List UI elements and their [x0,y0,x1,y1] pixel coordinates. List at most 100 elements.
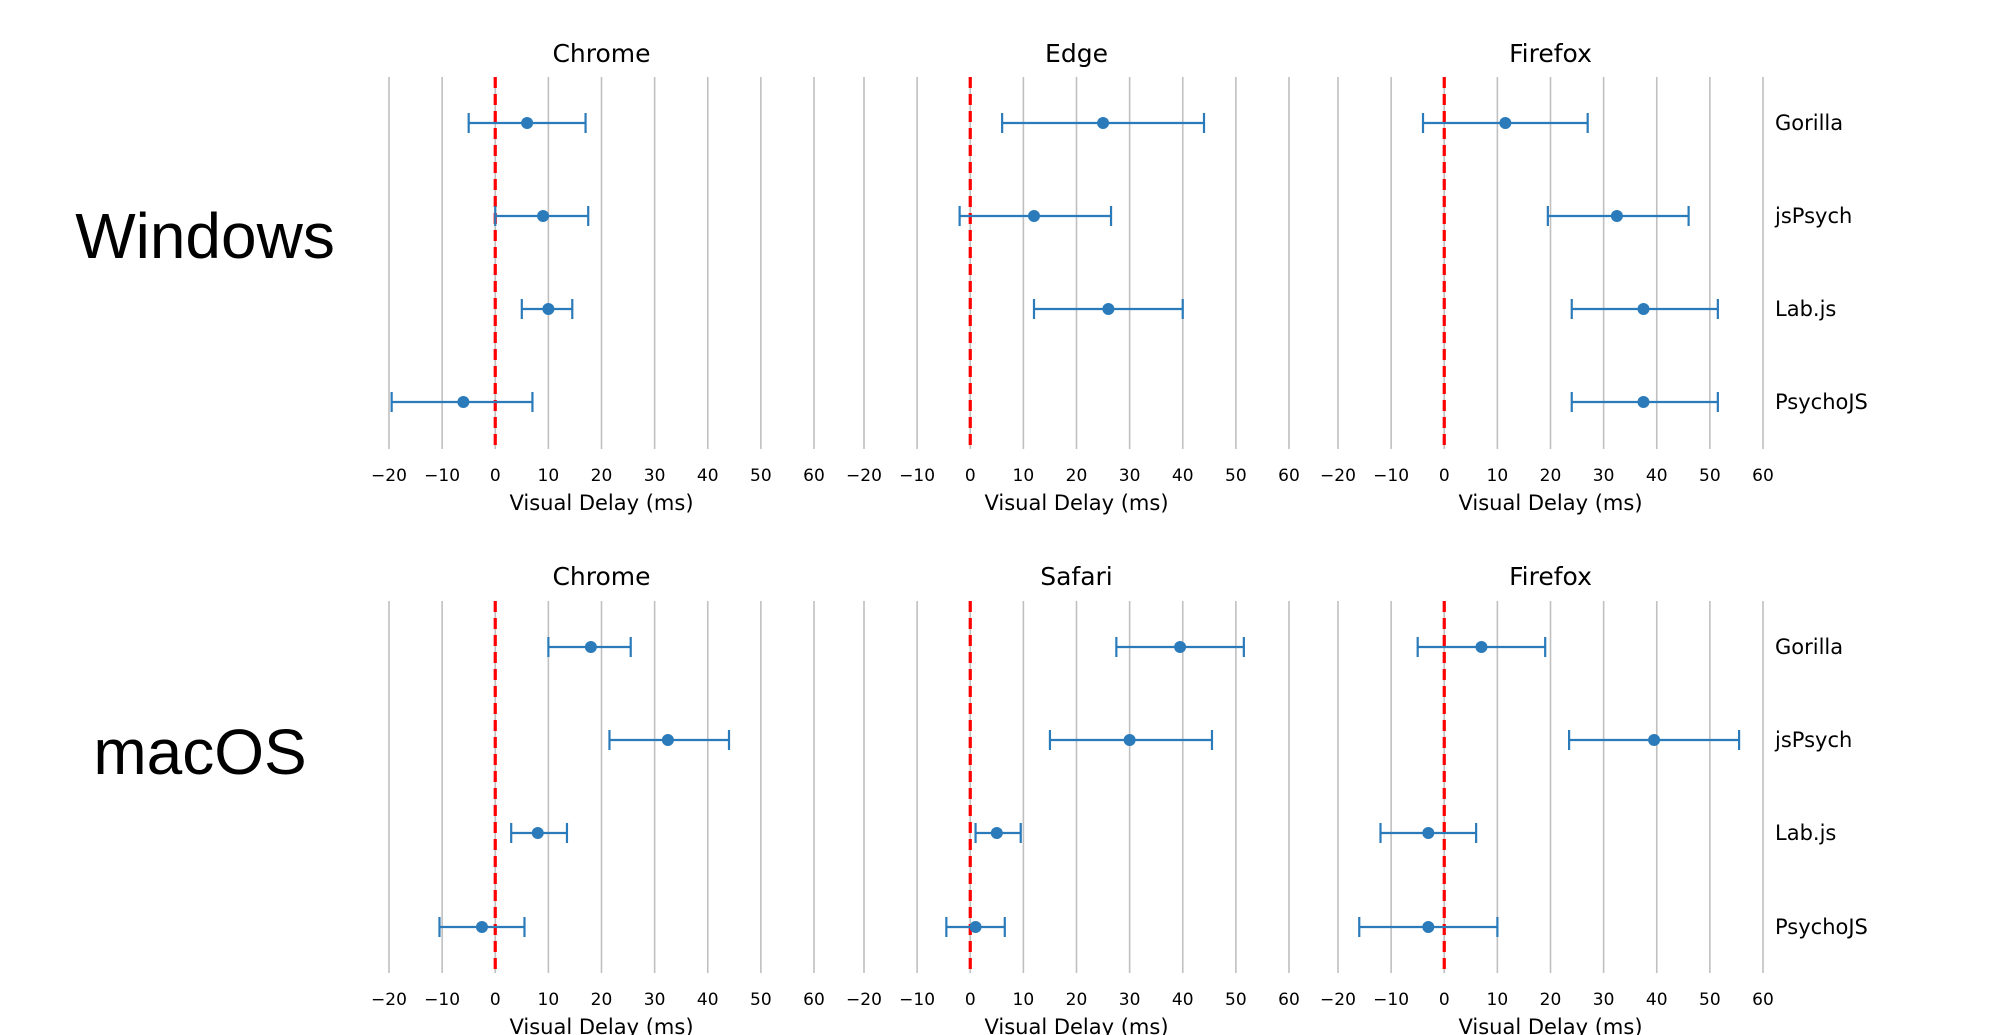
category-label: Gorilla [1775,111,1843,135]
x-tick-label: 60 [1278,466,1300,486]
mean-point [521,117,534,129]
mean-point [661,734,674,746]
row-label: Windows [75,200,335,272]
mean-point [1648,734,1661,746]
x-tick-label: −10 [899,990,935,1010]
mean-point [1475,641,1488,653]
x-tick-label: −20 [846,990,882,1010]
category-label: PsychoJS [1775,915,1868,939]
x-tick-label: 0 [490,466,501,486]
mean-point [990,827,1003,839]
x-tick-label: 20 [1540,990,1562,1010]
category-label: Gorilla [1775,635,1843,659]
x-tick-label: −10 [899,466,935,486]
mean-point [969,921,982,933]
mean-point [531,827,544,839]
x-tick-label: −10 [424,466,460,486]
mean-point [1422,921,1435,933]
x-tick-label: 30 [644,990,666,1010]
x-axis-label: Visual Delay (ms) [984,491,1168,515]
x-tick-label: 20 [1066,990,1088,1010]
x-tick-label: −20 [371,466,407,486]
panel-title: Firefox [1509,562,1592,591]
panel-title: Firefox [1509,39,1592,68]
mean-point [1123,734,1136,746]
x-tick-label: 20 [591,990,613,1010]
mean-point [1174,641,1187,653]
mean-point [1610,210,1623,222]
mean-point [542,303,555,315]
panel-title: Safari [1040,562,1113,591]
panel-title: Chrome [552,562,650,591]
mean-point [1028,210,1040,222]
x-tick-label: 50 [750,466,772,486]
x-tick-label: 0 [965,466,976,486]
row-label: macOS [93,716,306,788]
x-tick-label: 50 [750,990,772,1010]
x-tick-label: 10 [1013,466,1035,486]
x-tick-label: 30 [1119,990,1141,1010]
x-tick-label: 10 [1487,990,1509,1010]
mean-point [457,396,470,408]
x-tick-label: 40 [697,990,719,1010]
x-tick-label: 40 [697,466,719,486]
x-tick-label: 50 [1699,466,1721,486]
panel-title: Chrome [552,39,650,68]
x-tick-label: −20 [1320,990,1356,1010]
mean-point [537,210,550,222]
x-tick-label: 0 [965,990,976,1010]
x-tick-label: 50 [1225,990,1247,1010]
x-tick-label: −20 [1320,466,1356,486]
category-label: Lab.js [1775,297,1836,321]
x-tick-label: −10 [424,990,460,1010]
x-tick-label: 50 [1699,990,1721,1010]
x-axis-label: Visual Delay (ms) [984,1015,1168,1035]
mean-point [1499,117,1512,129]
x-tick-label: 30 [1119,466,1141,486]
x-axis-label: Visual Delay (ms) [509,1015,693,1035]
mean-point [1102,303,1115,315]
x-tick-label: 20 [591,466,613,486]
x-tick-label: 60 [803,466,825,486]
x-tick-label: 30 [644,466,666,486]
category-label: jsPsych [1774,204,1852,228]
x-tick-label: −10 [1373,466,1409,486]
category-label: PsychoJS [1775,390,1868,414]
x-axis-label: Visual Delay (ms) [509,491,693,515]
x-tick-label: 10 [538,990,560,1010]
x-tick-label: −20 [846,466,882,486]
x-tick-label: −20 [371,990,407,1010]
x-tick-label: 60 [1278,990,1300,1010]
panel-title: Edge [1045,39,1108,68]
x-tick-label: −10 [1373,990,1409,1010]
x-axis-label: Visual Delay (ms) [1458,491,1642,515]
x-tick-label: 40 [1646,990,1668,1010]
x-tick-label: 40 [1172,990,1194,1010]
x-axis-label: Visual Delay (ms) [1458,1015,1642,1035]
x-tick-label: 10 [1013,990,1035,1010]
x-tick-label: 0 [1439,466,1450,486]
x-tick-label: 60 [1752,466,1774,486]
x-tick-label: 20 [1540,466,1562,486]
x-tick-label: 60 [1752,990,1774,1010]
x-tick-label: 30 [1593,466,1615,486]
x-tick-label: 60 [803,990,825,1010]
mean-point [584,641,597,653]
mean-point [475,921,488,933]
x-tick-label: 10 [538,466,560,486]
x-tick-label: 30 [1593,990,1615,1010]
category-label: Lab.js [1775,821,1836,845]
x-tick-label: 0 [490,990,501,1010]
x-tick-label: 0 [1439,990,1450,1010]
mean-point [1637,303,1650,315]
mean-point [1637,396,1650,408]
mean-point [1422,827,1435,839]
x-tick-label: 40 [1646,466,1668,486]
category-label: jsPsych [1774,728,1852,752]
x-tick-label: 10 [1487,466,1509,486]
x-tick-label: 50 [1225,466,1247,486]
x-tick-label: 40 [1172,466,1194,486]
mean-point [1097,117,1110,129]
x-tick-label: 20 [1066,466,1088,486]
